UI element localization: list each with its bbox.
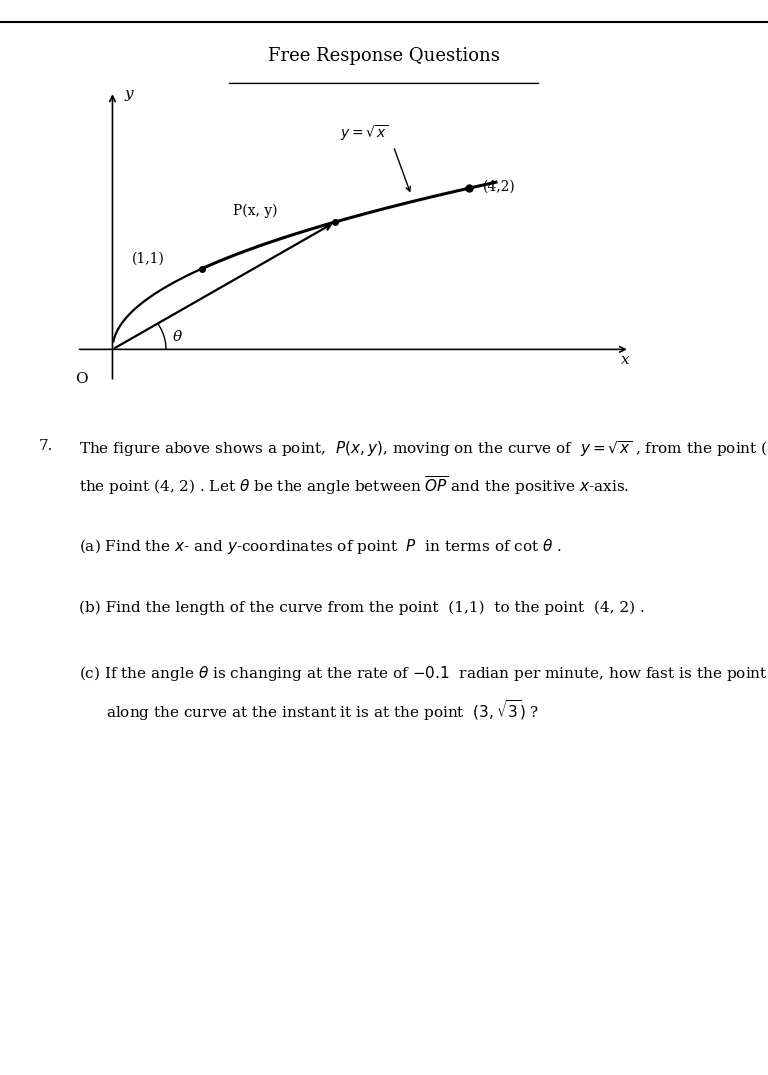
- Text: Free Response Questions: Free Response Questions: [268, 46, 500, 64]
- Text: The figure above shows a point,  $P(x, y)$, moving on the curve of  $y = \sqrt{x: The figure above shows a point, $P(x, y)…: [78, 440, 768, 459]
- Text: y: y: [124, 87, 133, 101]
- Text: 7.: 7.: [38, 440, 53, 454]
- Text: (a) Find the $x$- and $y$-coordinates of point  $P$  in terms of cot $\theta$ .: (a) Find the $x$- and $y$-coordinates of…: [78, 538, 561, 556]
- Text: (c) If the angle $\theta$ is changing at the rate of $-0.1$  radian per minute, : (c) If the angle $\theta$ is changing at…: [78, 664, 768, 683]
- Text: (b) Find the length of the curve from the point  (1,1)  to the point  (4, 2) .: (b) Find the length of the curve from th…: [78, 601, 644, 615]
- Text: (4,2): (4,2): [482, 180, 515, 194]
- Text: along the curve at the instant it is at the point  $(3, \sqrt{3})$ ?: along the curve at the instant it is at …: [105, 699, 539, 723]
- Text: $y = \sqrt{x}$: $y = \sqrt{x}$: [340, 124, 388, 143]
- Text: θ: θ: [173, 330, 182, 344]
- Text: x: x: [621, 353, 630, 367]
- Text: (1,1): (1,1): [132, 252, 165, 266]
- Text: the point (4, 2) . Let $\theta$ be the angle between $\overline{OP}$ and the pos: the point (4, 2) . Let $\theta$ be the a…: [78, 474, 629, 497]
- Text: O: O: [75, 372, 88, 386]
- Text: P(x, y): P(x, y): [233, 204, 277, 218]
